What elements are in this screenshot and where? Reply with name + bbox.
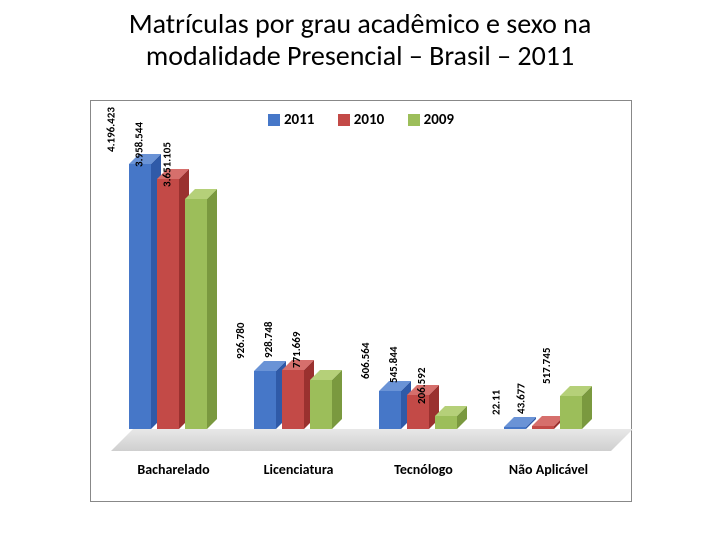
plot-area: 4.196.4233.958.5443.651.105926.780928.74…	[111, 145, 611, 451]
bar-2009-0: 3.651.105	[185, 199, 207, 429]
bar-value-label: 606.564	[359, 342, 372, 378]
bar-2011-1: 926.780	[254, 371, 276, 429]
bar-value-label: 4.196.423	[105, 107, 118, 152]
chart-floor	[111, 429, 633, 451]
legend-item-2010: 2010	[338, 111, 384, 129]
title-line-2: modalidade Presencial – Brasil – 2011	[146, 38, 574, 73]
bar-2010-1: 928.748	[282, 370, 304, 429]
title-line-1: Matrículas por grau acadêmico e sexo na	[129, 6, 592, 41]
bar-value-label: 771.669	[290, 332, 303, 368]
x-label-0: Bacharelado	[111, 461, 236, 478]
x-axis-labels: Bacharelado Licenciatura Tecnólogo Não A…	[111, 461, 611, 491]
x-label-1: Licenciatura	[236, 461, 361, 478]
slide: Matrículas por grau acadêmico e sexo na …	[0, 0, 720, 540]
bar-2011-0: 4.196.423	[129, 164, 151, 429]
bar-value-label: 926.780	[234, 322, 247, 358]
legend-label-2011: 2011	[284, 111, 314, 129]
chart-legend: 2011 2010 2009	[91, 111, 631, 129]
bar-2009-2: 206.592	[435, 416, 457, 429]
x-label-3: Não Aplicável	[486, 461, 611, 478]
bar-value-label: 928.748	[262, 322, 275, 358]
legend-item-2011: 2011	[268, 111, 314, 129]
slide-title: Matrículas por grau acadêmico e sexo na …	[0, 8, 720, 72]
bar-2011-3: 22.11	[504, 427, 526, 429]
bars-layer: 4.196.4233.958.5443.651.105926.780928.74…	[111, 145, 611, 429]
legend-item-2009: 2009	[408, 111, 454, 129]
bar-2010-3: 43.677	[532, 426, 554, 429]
legend-label-2010: 2010	[354, 111, 384, 129]
chart-container: 2011 2010 2009 4.196.4233.958.5443.651.1…	[90, 100, 632, 502]
bar-value-label: 517.745	[540, 348, 553, 384]
legend-label-2009: 2009	[424, 111, 454, 129]
bar-value-label: 206.592	[415, 368, 428, 404]
bar-value-label: 545.844	[387, 346, 400, 382]
bar-2011-2: 606.564	[379, 391, 401, 429]
legend-swatch-2010	[338, 114, 350, 126]
bar-value-label: 3.958.544	[133, 122, 146, 167]
legend-swatch-2009	[408, 114, 420, 126]
legend-swatch-2011	[268, 114, 280, 126]
bar-2009-1: 771.669	[310, 380, 332, 429]
x-label-2: Tecnólogo	[361, 461, 486, 478]
bar-2010-0: 3.958.544	[157, 179, 179, 429]
bar-value-label: 43.677	[515, 383, 528, 414]
bar-value-label: 22.11	[489, 390, 502, 415]
bar-value-label: 3.651.105	[161, 142, 174, 187]
bar-2009-3: 517.745	[560, 396, 582, 429]
